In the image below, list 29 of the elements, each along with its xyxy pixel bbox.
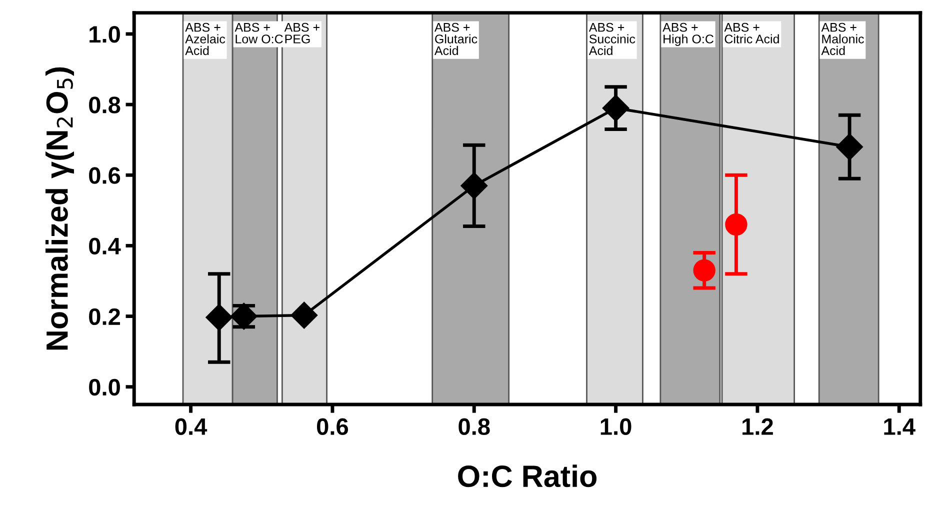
band-label: ABS + Succinic Acid xyxy=(588,22,636,56)
point xyxy=(460,172,488,200)
band-label: ABS + Glutaric Acid xyxy=(434,22,478,56)
point xyxy=(290,302,318,329)
point xyxy=(206,304,233,331)
x-tick-label: 0.4 xyxy=(175,418,208,436)
x-tick-label: 0.6 xyxy=(316,418,348,436)
point xyxy=(725,213,748,236)
x-axis-title: O:C Ratio xyxy=(458,464,596,488)
x-tick-label: 1.0 xyxy=(600,418,632,436)
band-label: ABS + Malonic Acid xyxy=(821,22,864,56)
x-tick-label: 1.2 xyxy=(742,418,773,435)
band-label: ABS + Citric Acid xyxy=(724,22,779,44)
band-label: ABS + PEG xyxy=(284,22,320,44)
point xyxy=(602,94,630,122)
y-tick-label: 1.0 xyxy=(90,26,120,43)
y-axis-title: Normalized γ(N$_{2}$O$_{5}$) xyxy=(46,67,74,350)
point xyxy=(693,259,716,282)
y-tick-label: 0.4 xyxy=(89,238,121,254)
x-tick-label: 1.4 xyxy=(884,418,916,435)
point xyxy=(836,133,864,160)
y-tick-label: 0.2 xyxy=(89,308,120,326)
band-label: ABS + Azelaic Acid xyxy=(185,22,226,56)
band-label: ABS + Low O:C xyxy=(234,22,283,44)
band-label: ABS + High O:C xyxy=(662,22,714,46)
x-tick-label: 0.8 xyxy=(458,418,490,436)
y-tick-label: 0.8 xyxy=(89,96,120,114)
y-tick-label: 0.0 xyxy=(89,378,120,396)
y-tick-label: 0.6 xyxy=(89,167,120,184)
